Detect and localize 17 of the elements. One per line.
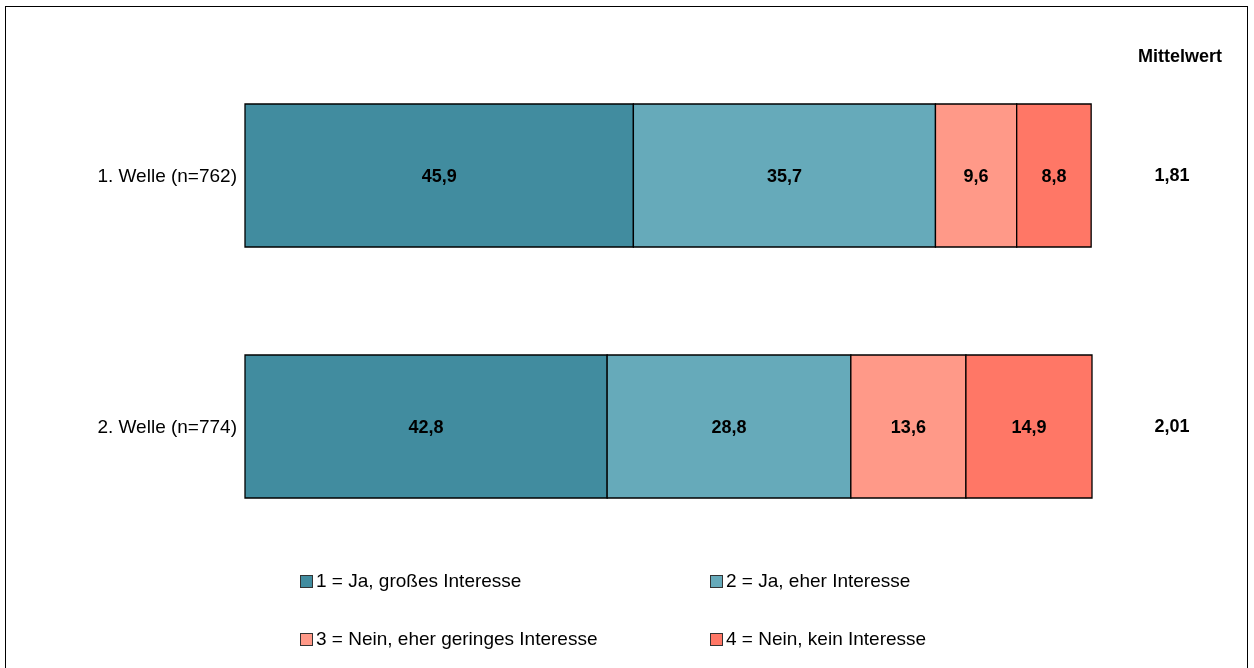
- data-label: 28,8: [711, 416, 747, 437]
- legend-label: 4 = Nein, kein Interesse: [726, 628, 927, 650]
- data-label: 13,6: [890, 416, 926, 437]
- legend-label: 1 = Ja, großes Interesse: [316, 570, 522, 592]
- data-label: 45,9: [421, 165, 457, 186]
- data-label: 35,7: [766, 165, 802, 186]
- data-label: 8,8: [1041, 165, 1067, 186]
- text: 1,81: [1153, 164, 1191, 186]
- legend-label: 2 = Ja, eher Interesse: [726, 570, 911, 592]
- legend-label: 3 = Nein, eher geringes Interesse: [316, 628, 598, 650]
- data-label: 14,9: [1011, 416, 1047, 437]
- data-label: 9,6: [963, 165, 989, 186]
- y-tick-label: 1. Welle (n=762): [97, 165, 237, 187]
- y-tick-label: 2. Welle (n=774): [97, 416, 237, 438]
- text: Mittelwert: [1137, 46, 1222, 67]
- text: 2,01: [1153, 415, 1191, 437]
- data-label: 42,8: [408, 416, 444, 437]
